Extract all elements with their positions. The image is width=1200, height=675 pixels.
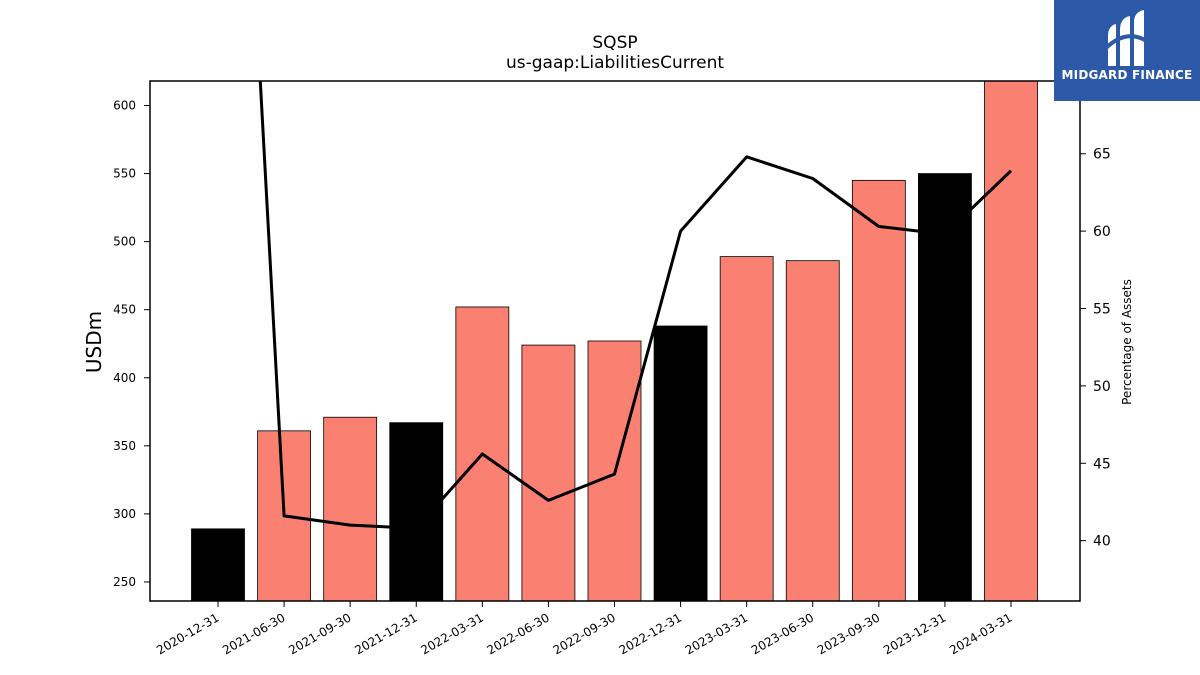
x-tick-label: 2024-03-31	[947, 610, 1014, 657]
y-tick-label: 350	[113, 439, 136, 453]
x-tick-label: 2022-12-31	[617, 610, 684, 657]
bars-layer	[191, 81, 1038, 601]
x-tick-label: 2023-09-30	[815, 610, 882, 657]
y2-tick-label: 45	[1093, 456, 1111, 472]
y-tick-label: 500	[113, 235, 136, 249]
x-tick-label: 2023-03-31	[683, 610, 750, 657]
y2-axis-label: Percentage of Assets	[1120, 279, 1134, 405]
x-tick-label: 2021-12-31	[352, 610, 419, 657]
brand-name: MIDGARD FINANCE	[1061, 68, 1193, 82]
bar-2023-12-31	[918, 173, 972, 601]
y2-tick-label: 40	[1093, 534, 1111, 550]
x-tick-label: 2022-06-30	[485, 610, 552, 657]
brand-logo: MIDGARD FINANCE	[1054, 0, 1200, 101]
y-tick-label: 300	[113, 507, 136, 521]
logo-mark-icon	[1104, 10, 1150, 66]
bar-2021-12-31	[389, 422, 444, 601]
x-tick-label: 2022-09-30	[551, 610, 618, 657]
x-tick-label: 2021-09-30	[286, 610, 353, 657]
y-tick-label: 550	[113, 167, 136, 181]
bar-2023-03-31	[719, 256, 774, 601]
line-layer	[258, 81, 1013, 530]
x-tick-label: 2020-12-31	[154, 610, 221, 657]
y-tick-label: 600	[113, 99, 136, 113]
y-tick-label: 250	[113, 575, 136, 589]
chart-title: SQSP	[592, 33, 637, 53]
y-tick-label: 450	[113, 303, 136, 317]
y2-tick-label: 65	[1093, 147, 1111, 163]
bar-2022-06-30	[521, 344, 576, 601]
x-tick-label: 2021-06-30	[220, 610, 287, 657]
bar-2021-09-30	[323, 416, 378, 601]
y2-tick-label: 60	[1093, 224, 1111, 240]
y-tick-label: 400	[113, 371, 136, 385]
y2-tick-label: 50	[1093, 379, 1111, 395]
percentage-line	[258, 81, 1013, 530]
x-tick-label: 2023-06-30	[749, 610, 816, 657]
bar-2020-12-31	[191, 528, 245, 601]
chart-subtitle: us-gaap:LiabilitiesCurrent	[506, 53, 724, 73]
y-axis-label: USDm	[82, 311, 106, 373]
y2-tick-label: 55	[1093, 302, 1111, 318]
bar-2022-12-31	[653, 325, 708, 601]
x-tick-label: 2022-03-31	[418, 610, 485, 657]
bar-2023-09-30	[851, 179, 906, 601]
bar-2024-03-31	[984, 81, 1038, 601]
x-tick-label: 2023-12-31	[881, 610, 948, 657]
bar-2023-06-30	[785, 260, 840, 601]
